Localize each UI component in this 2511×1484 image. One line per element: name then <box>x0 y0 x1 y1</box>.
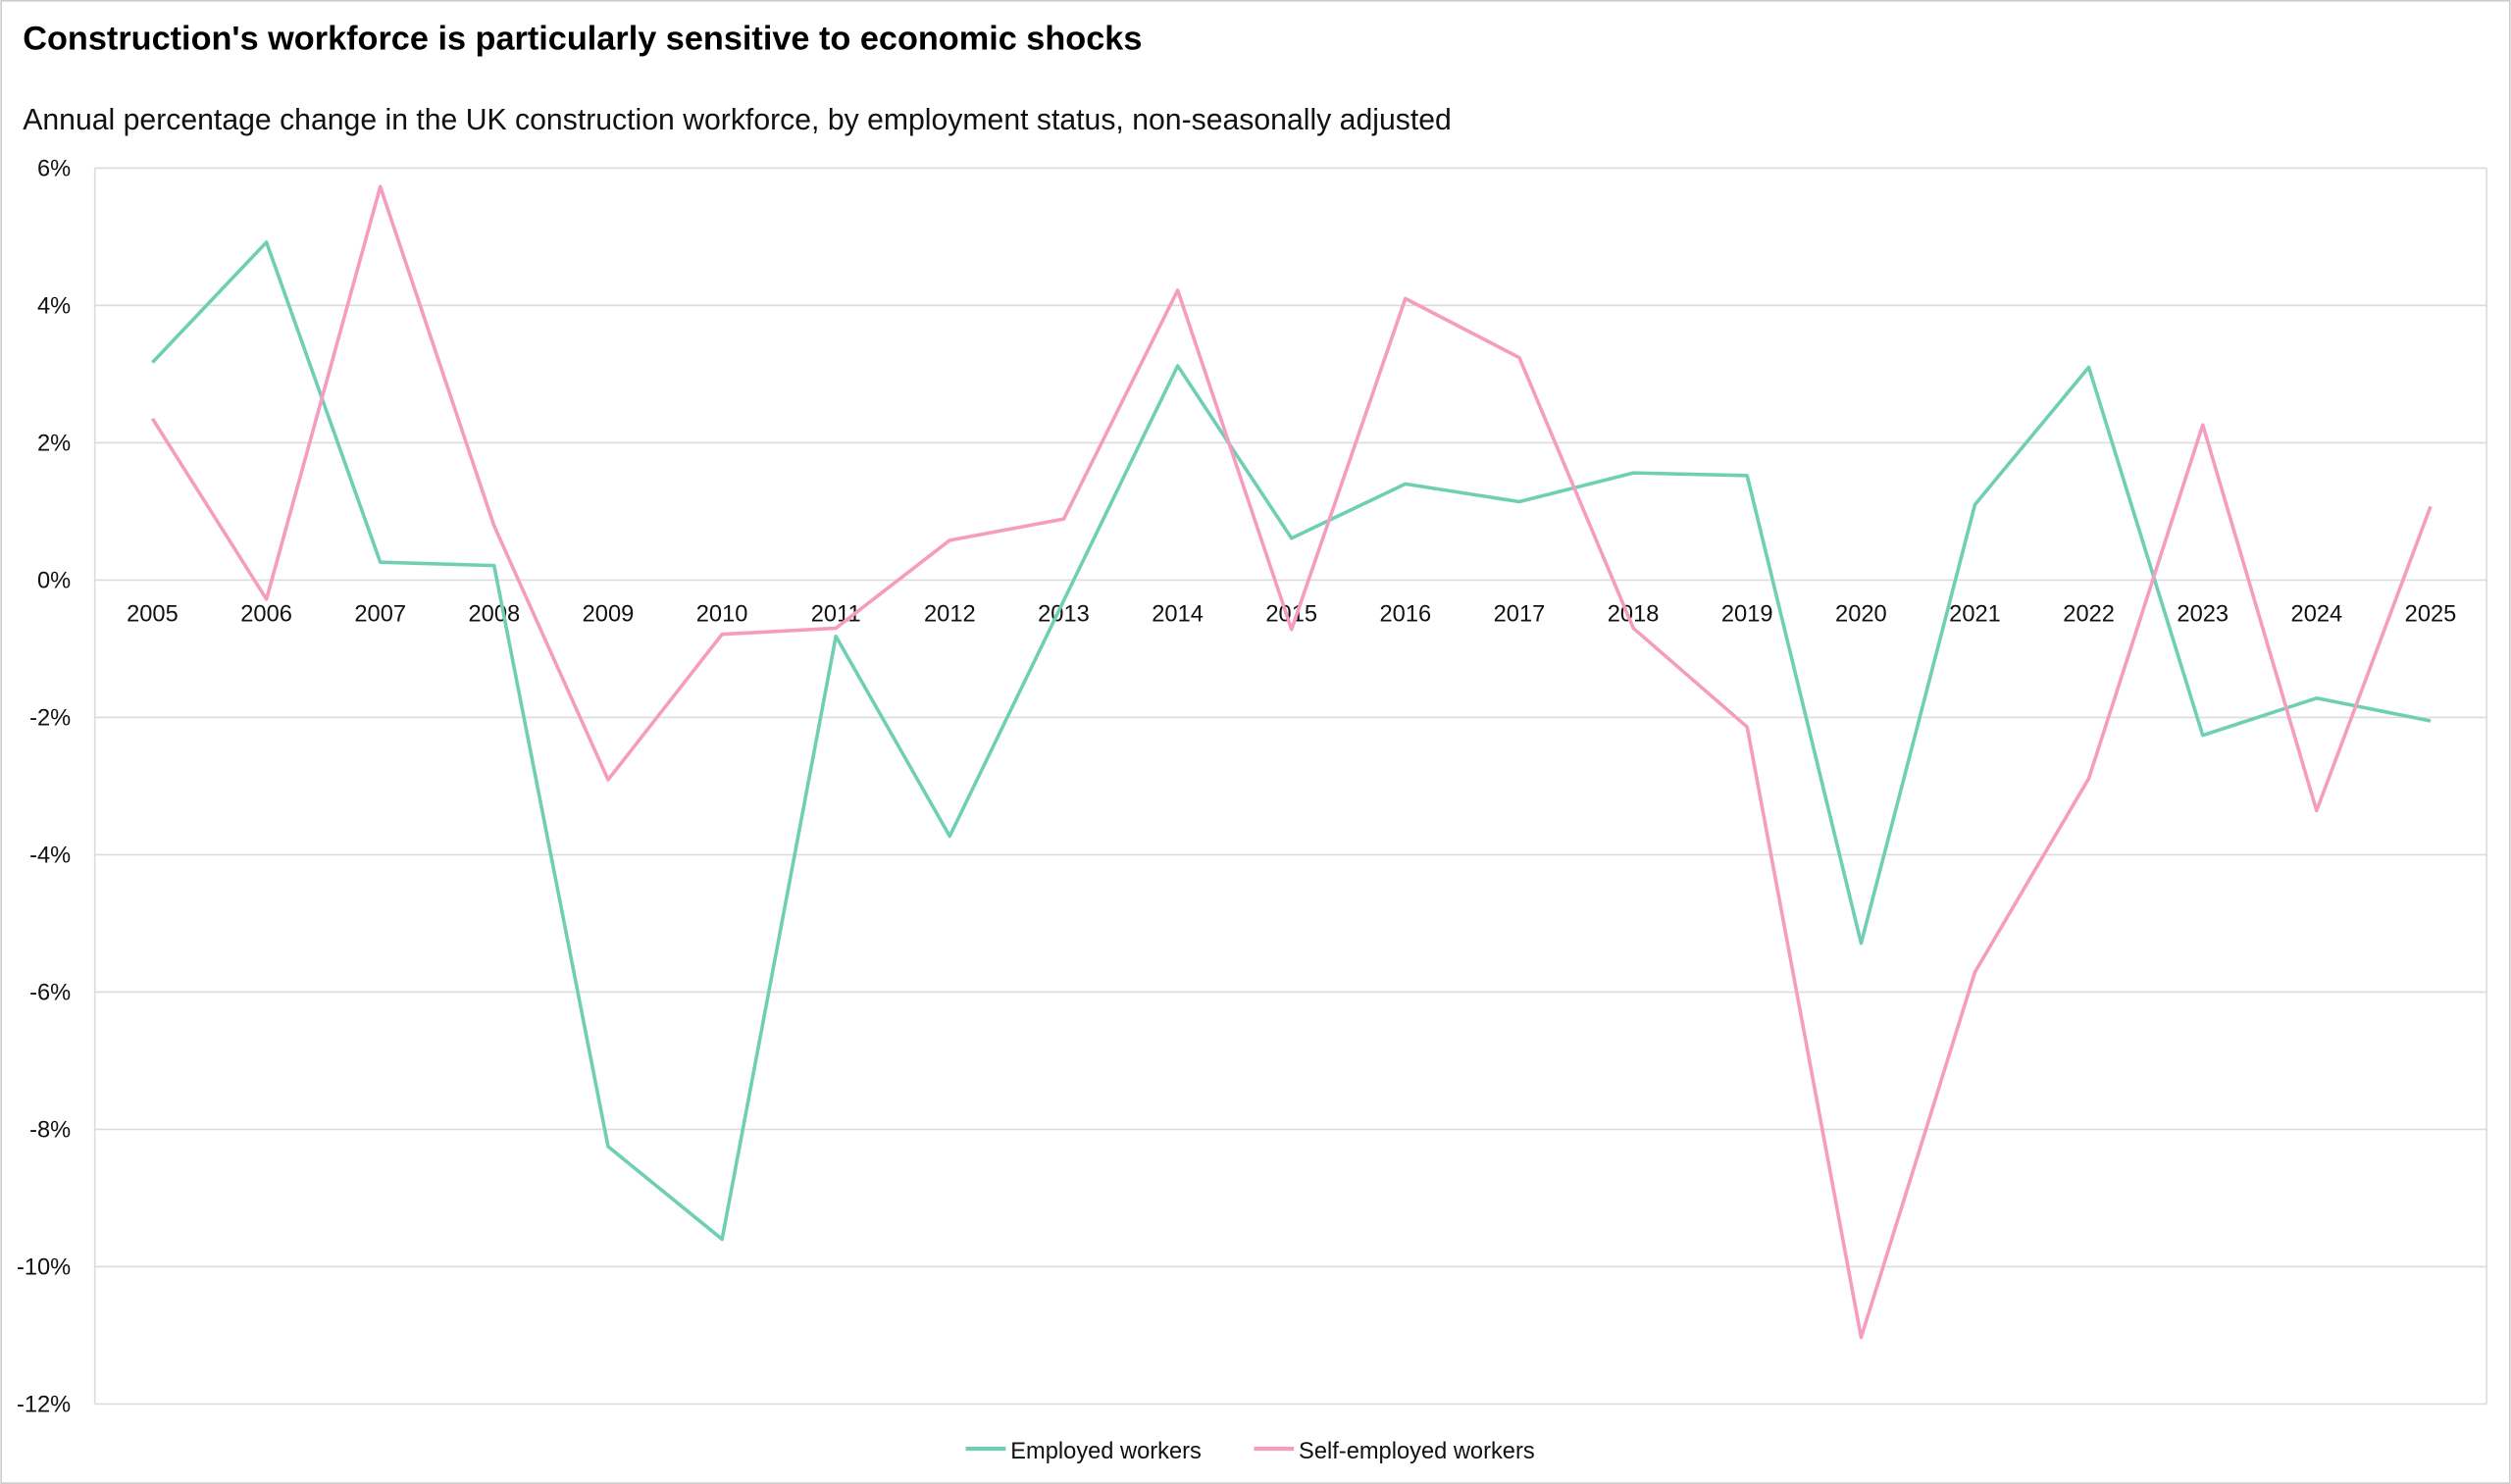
x-tick-label: 2005 <box>127 601 179 627</box>
y-tick-label: 6% <box>37 157 71 182</box>
x-tick-label: 2013 <box>1038 601 1090 627</box>
y-tick-label: 4% <box>37 294 71 320</box>
x-tick-label: 2010 <box>696 601 748 627</box>
legend-label: Employed workers <box>1010 1439 1202 1464</box>
y-axis: 6% 4% 2% 0% -2% -4% -6% -8% -10% -12% <box>17 157 71 1418</box>
gridlines <box>93 167 2487 1406</box>
series-line-employed <box>151 240 2432 1242</box>
chart-title: Construction's workforce is particularly… <box>23 21 1142 58</box>
legend-label: Self-employed workers <box>1299 1439 1535 1464</box>
y-tick-label: -4% <box>29 844 71 869</box>
x-axis: 2005 2006 2007 2008 2009 2010 2011 2012 2013 2014… <box>127 601 2456 627</box>
y-tick-label: -10% <box>17 1255 71 1281</box>
y-tick-label: -6% <box>29 981 71 1006</box>
y-tick-label: -2% <box>29 706 71 732</box>
chart-subtitle: Annual percentage change in the UK const… <box>23 104 1452 136</box>
x-tick-label: 2018 <box>1608 601 1660 627</box>
x-tick-label: 2024 <box>2291 601 2343 627</box>
x-tick-label: 2014 <box>1152 601 1204 627</box>
x-tick-label: 2012 <box>924 601 976 627</box>
x-tick-label: 2015 <box>1265 601 1317 627</box>
x-tick-label: 2017 <box>1494 601 1546 627</box>
y-tick-label: 0% <box>37 569 71 594</box>
x-tick-label: 2019 <box>1721 601 1773 627</box>
x-tick-label: 2006 <box>240 601 292 627</box>
series-lines <box>150 184 2433 1340</box>
y-tick-label: -8% <box>29 1118 71 1144</box>
x-tick-label: 2022 <box>2063 601 2115 627</box>
x-tick-label: 2023 <box>2177 601 2229 627</box>
x-tick-label: 2016 <box>1380 601 1432 627</box>
x-tick-label: 2025 <box>2405 601 2457 627</box>
x-tick-label: 2007 <box>354 601 406 627</box>
series-line-self-employed <box>150 184 2433 1340</box>
x-tick-label: 2021 <box>1949 601 2001 627</box>
y-tick-label: -12% <box>17 1393 71 1418</box>
y-tick-label: 2% <box>37 432 71 457</box>
x-tick-label: 2008 <box>469 601 521 627</box>
legend: Employed workers Self-employed workers <box>965 1439 1535 1464</box>
x-tick-label: 2009 <box>583 601 635 627</box>
x-tick-label: 2020 <box>1835 601 1887 627</box>
